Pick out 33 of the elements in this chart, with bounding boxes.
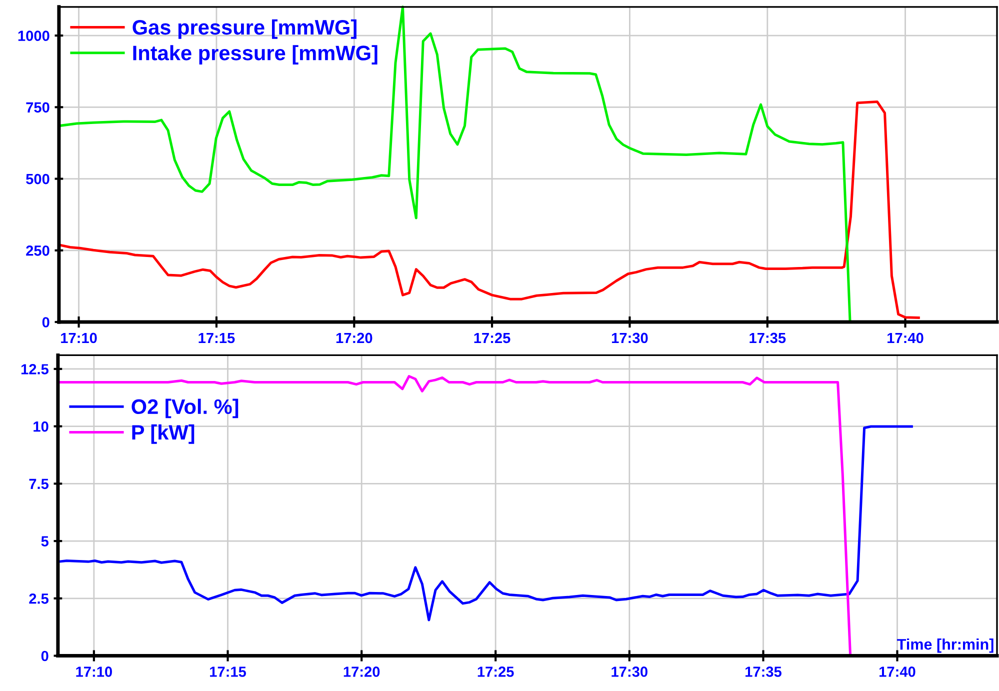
legend-label: Gas pressure [mmWG] xyxy=(132,19,356,39)
x-tick-label: 17:40 xyxy=(888,332,924,344)
x-tick-label: 17:25 xyxy=(474,332,510,344)
y-tick-label: 500 xyxy=(26,174,50,184)
x-tick-label: 17:25 xyxy=(478,666,514,677)
y-tick-label: 10 xyxy=(34,421,48,432)
y-tick-label: 0 xyxy=(42,317,50,328)
y-tick-label: 0 xyxy=(41,650,48,662)
y-tick-label: 750 xyxy=(26,102,50,113)
x-tick-label: 17:15 xyxy=(210,666,246,677)
x-tick-label: 17:20 xyxy=(344,666,380,677)
legend-label: O2 [Vol. %] xyxy=(132,398,238,418)
x-tick-label: 17:15 xyxy=(198,332,235,344)
y-tick-label: 5 xyxy=(41,536,49,546)
y-tick-label: 250 xyxy=(26,245,50,256)
y-tick-label: 1000 xyxy=(18,30,50,41)
x-tick-label: 17:35 xyxy=(746,666,782,677)
x-tick-label: 17:40 xyxy=(880,666,916,677)
y-tick-label: 2.5 xyxy=(29,593,49,604)
x-tick-label: 17:30 xyxy=(612,666,648,677)
x-axis-title: Time [hr:min] xyxy=(897,638,994,653)
x-tick-label: 17:30 xyxy=(612,332,648,344)
y-tick-label: 12.5 xyxy=(21,364,49,374)
legend-label: P [kW] xyxy=(132,424,194,444)
line-series xyxy=(58,6,852,324)
line-series xyxy=(58,100,920,319)
x-tick-label: 17:10 xyxy=(76,666,112,677)
line-series xyxy=(57,425,913,622)
legend-label: Intake pressure [mmWG] xyxy=(133,45,378,64)
y-tick-label: 7.5 xyxy=(29,478,49,490)
x-tick-label: 17:35 xyxy=(750,332,786,344)
x-tick-label: 17:10 xyxy=(61,332,97,344)
x-tick-label: 17:20 xyxy=(336,332,372,344)
